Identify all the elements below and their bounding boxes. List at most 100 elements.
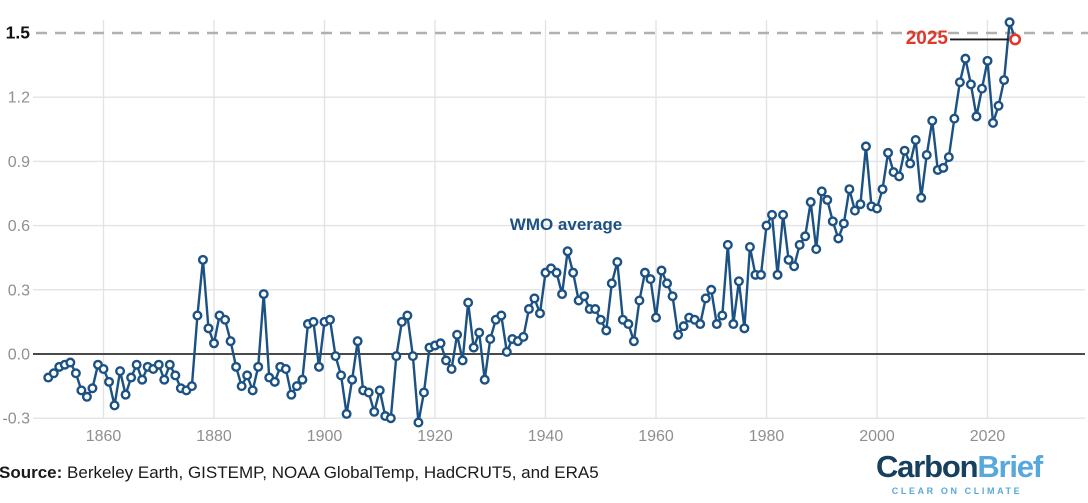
data-point (706, 284, 717, 295)
data-point (557, 289, 568, 300)
data-point (164, 359, 175, 370)
data-point (76, 385, 87, 396)
data-point (457, 355, 468, 366)
data-point (341, 408, 352, 419)
data-point (496, 310, 507, 321)
data-point (369, 406, 380, 417)
data-point (231, 361, 242, 372)
data-point (645, 274, 656, 285)
data-point (104, 376, 115, 387)
data-point (717, 310, 728, 321)
data-point (131, 359, 142, 370)
data-point (827, 216, 838, 227)
data-point (838, 218, 849, 229)
y-axis-tick-label: 0.3 (8, 282, 30, 299)
data-point (789, 261, 800, 272)
estimate-year-label: 2025 (905, 28, 948, 49)
data-point (778, 209, 789, 220)
data-point (772, 269, 783, 280)
data-point (794, 239, 805, 250)
x-axis-tick-label: 1960 (638, 428, 674, 445)
data-point (910, 134, 921, 145)
source-attribution: Source: Berkeley Earth, GISTEMP, NOAA Gl… (0, 463, 599, 483)
logo-carbon: Carbon (876, 449, 979, 484)
data-point (186, 381, 197, 392)
data-point (396, 316, 407, 327)
data-point (208, 338, 219, 349)
data-point (253, 361, 264, 372)
data-point (976, 83, 987, 94)
data-point (722, 239, 733, 250)
data-point (667, 291, 678, 302)
data-point (501, 346, 512, 357)
data-point (855, 199, 866, 210)
data-point (590, 304, 601, 315)
data-point (695, 319, 706, 330)
data-point (269, 376, 280, 387)
data-point (391, 351, 402, 362)
data-point (347, 374, 358, 385)
data-point (374, 385, 385, 396)
y-axis-tick-label: 1.5 (6, 23, 31, 43)
carbonbrief-logo: CarbonBrief CLEAR ON CLIMATE (876, 449, 1043, 496)
data-point (860, 141, 871, 152)
data-point (662, 278, 673, 289)
x-axis-tick-label: 2020 (970, 428, 1006, 445)
data-point (700, 293, 711, 304)
data-point (280, 363, 291, 374)
data-point (606, 278, 617, 289)
x-axis-tick-label: 1860 (86, 428, 122, 445)
data-point (651, 312, 662, 323)
data-point (247, 385, 258, 396)
data-point (634, 295, 645, 306)
logo-tagline: CLEAR ON CLIMATE (891, 485, 1023, 496)
data-point (452, 329, 463, 340)
data-point (220, 314, 231, 325)
data-point (816, 186, 827, 197)
data-point (523, 304, 534, 315)
y-axis-tick-label: 0.9 (8, 154, 30, 171)
data-point (313, 361, 324, 372)
data-point (485, 334, 496, 345)
temperature-anomaly-chart: -0.3 0.0 0.3 0.6 0.9 1.2 1.5 1860 1880 1900 1920 19… (2, 17, 1088, 445)
data-point (656, 265, 667, 276)
data-point (767, 209, 778, 220)
data-point (159, 374, 170, 385)
data-point (418, 387, 429, 398)
data-point (325, 314, 336, 325)
data-point (568, 267, 579, 278)
data-point (468, 342, 479, 353)
data-point (407, 351, 418, 362)
data-point (236, 381, 247, 392)
data-point (595, 314, 606, 325)
data-point (242, 370, 253, 381)
data-point (811, 244, 822, 255)
data-point (441, 355, 452, 366)
series-label-wmo-average: WMO average (509, 215, 623, 234)
data-point (258, 289, 269, 300)
data-point (673, 329, 684, 340)
data-point (115, 366, 126, 377)
data-point (993, 100, 1004, 111)
data-point (1004, 17, 1015, 28)
data-point (921, 149, 932, 160)
data-point (402, 310, 413, 321)
data-point (877, 184, 888, 195)
data-point (109, 400, 120, 411)
data-point (413, 417, 424, 428)
data-point (446, 363, 457, 374)
source-text: Berkeley Earth, GISTEMP, NOAA GlobalTemp… (62, 463, 599, 482)
data-point (120, 389, 131, 400)
data-point (291, 381, 302, 392)
data-point (954, 77, 965, 88)
data-point (982, 55, 993, 66)
data-point (949, 113, 960, 124)
data-point (203, 323, 214, 334)
data-point (612, 256, 623, 267)
data-point (899, 145, 910, 156)
data-point (529, 293, 540, 304)
data-point (965, 79, 976, 90)
source-label: Source: (0, 463, 63, 482)
data-point (761, 220, 772, 231)
data-point (805, 197, 816, 208)
